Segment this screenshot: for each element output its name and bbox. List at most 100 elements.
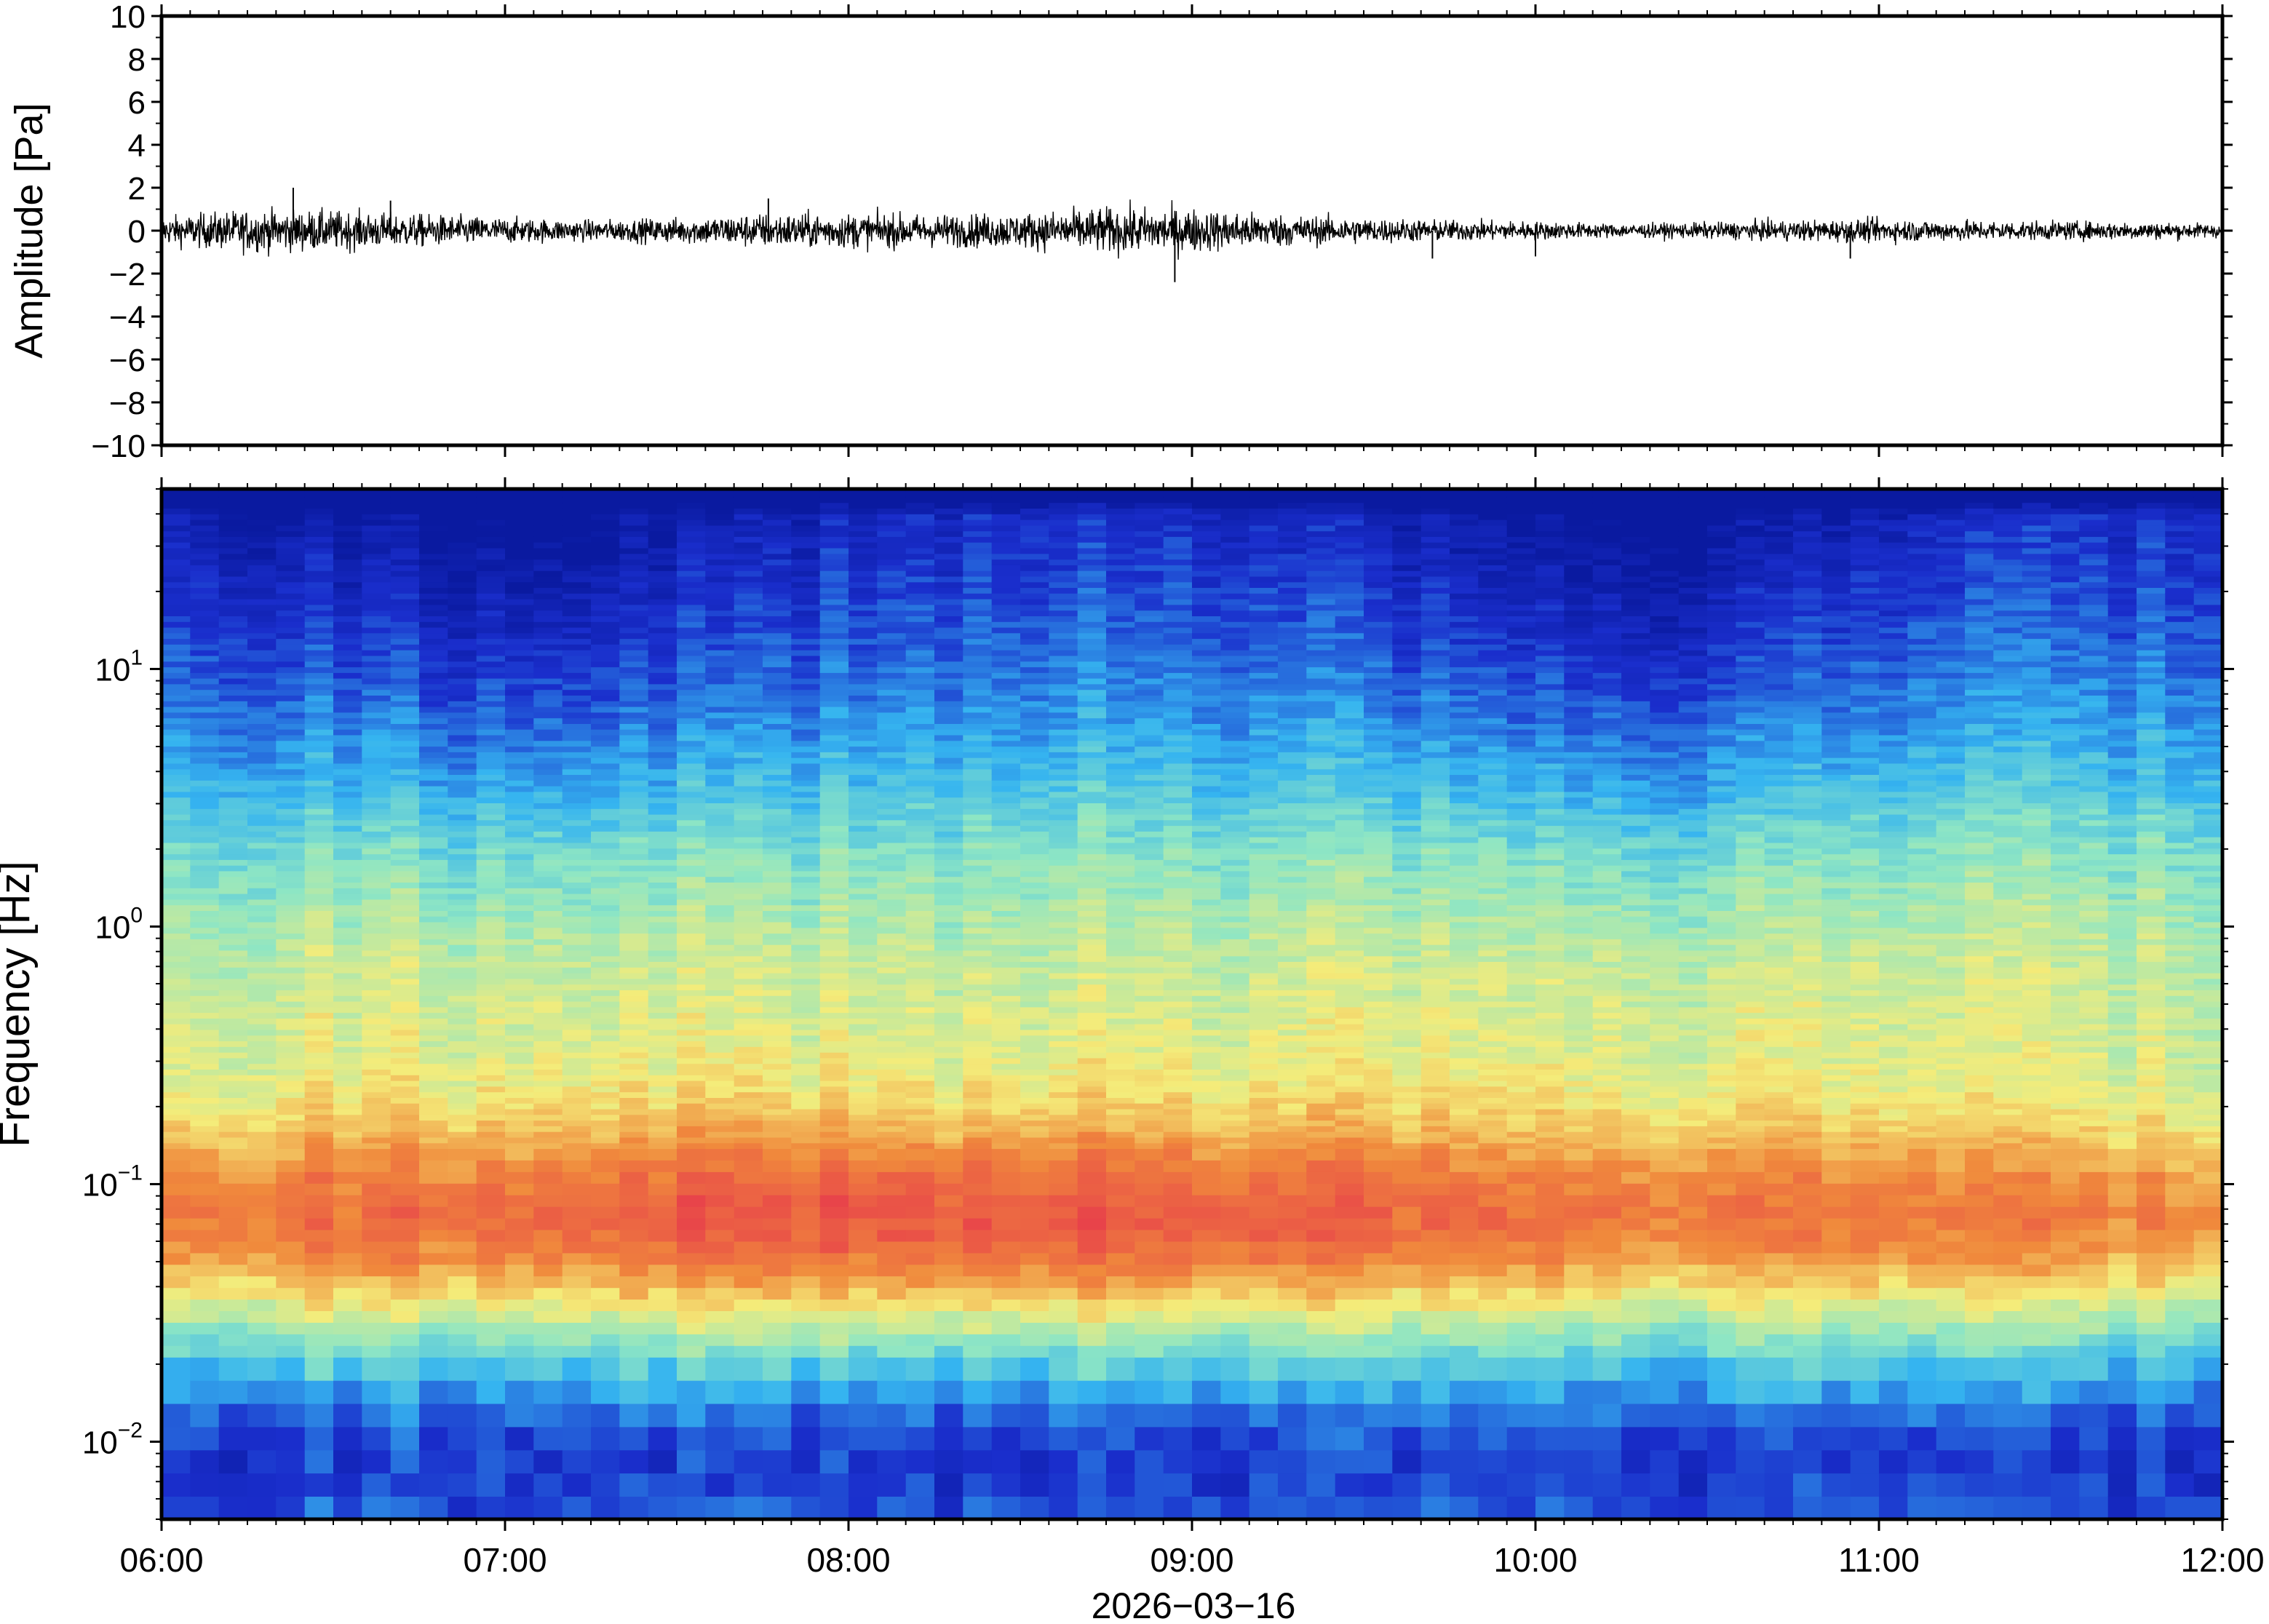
spectrogram-cell xyxy=(247,746,277,752)
spectrogram-cell xyxy=(1049,1069,1078,1075)
spectrogram-cell xyxy=(619,541,649,549)
spectrogram-cell xyxy=(419,921,449,928)
spectrogram-cell xyxy=(648,740,677,747)
spectrogram-cell xyxy=(648,593,677,600)
spectrogram-cell xyxy=(304,1403,334,1428)
spectrogram-cell xyxy=(877,496,907,503)
spectrogram-cell xyxy=(218,559,248,565)
spectrogram-cell xyxy=(218,876,248,883)
spectrogram-cell xyxy=(648,1000,677,1008)
spectrogram-cell xyxy=(562,1046,592,1053)
spectrogram-cell xyxy=(362,689,392,696)
spectrogram-cell xyxy=(963,728,993,736)
spectrogram-cell xyxy=(190,661,220,668)
spectrogram-cell xyxy=(734,1069,763,1075)
spectrogram-cell xyxy=(218,1091,248,1098)
spectrogram-cell xyxy=(934,933,964,939)
spectrogram-cell xyxy=(362,939,392,945)
spectrogram-cell xyxy=(247,853,277,860)
spectrogram-cell xyxy=(533,1097,563,1104)
spectrogram-cell xyxy=(877,1097,907,1104)
spectrogram-cell xyxy=(476,944,506,951)
spectrogram-cell xyxy=(162,701,191,707)
spectrogram-cell xyxy=(390,1035,420,1042)
spectrogram-cell xyxy=(763,728,792,736)
spectrogram-cell xyxy=(877,1252,907,1265)
spectrogram-cell xyxy=(419,576,449,583)
spectrogram-cell xyxy=(476,757,506,764)
spectrogram-cell xyxy=(1020,616,1050,622)
spectrogram-cell xyxy=(247,649,277,656)
spectrogram-cell xyxy=(190,1473,220,1497)
spectrogram-cell xyxy=(190,1217,220,1230)
spectrogram-cell xyxy=(304,1183,334,1195)
spectrogram-cell xyxy=(648,638,677,645)
spectrogram-cell xyxy=(819,978,849,985)
spectrogram-cell xyxy=(763,1063,792,1070)
spectrogram-cell xyxy=(190,1241,220,1254)
spectrogram-cell xyxy=(705,604,735,611)
spectrogram-cell xyxy=(819,644,849,650)
spectrogram-cell xyxy=(505,1120,535,1126)
spectrogram-cell xyxy=(763,1206,792,1219)
spectrogram-cell xyxy=(963,661,993,668)
spectrogram-cell xyxy=(677,915,707,923)
spectrogram-cell xyxy=(705,1120,735,1126)
spectrogram-cell xyxy=(619,944,649,951)
spectrogram-cell xyxy=(276,632,306,640)
spectrogram-cell xyxy=(1020,490,1050,498)
spectrogram-cell xyxy=(419,1287,449,1300)
spectrogram-cell xyxy=(705,882,735,888)
spectrogram-cell xyxy=(476,672,506,679)
spectrogram-cell xyxy=(162,1131,191,1138)
spectrogram-cell xyxy=(1049,1310,1078,1323)
spectrogram-cell xyxy=(1077,1120,1107,1126)
spectrogram-cell xyxy=(276,1040,306,1047)
spectrogram-cell xyxy=(419,536,449,543)
spectrogram-cell xyxy=(763,864,792,872)
spectrogram-cell xyxy=(905,672,935,679)
spectrogram-cell xyxy=(905,915,935,923)
spectrogram-cell xyxy=(276,1126,306,1132)
spectrogram-cell xyxy=(533,1217,563,1230)
spectrogram-cell xyxy=(934,1345,964,1358)
spectrogram-cell xyxy=(991,570,1021,577)
spectrogram-cell xyxy=(247,995,277,1002)
spectrogram-cell xyxy=(362,990,392,996)
spectrogram-cell xyxy=(763,1012,792,1019)
spectrogram-cell xyxy=(304,819,334,827)
spectrogram-cell xyxy=(934,990,964,996)
spectrogram-cell xyxy=(533,1345,563,1358)
spectrogram-cell xyxy=(619,950,649,957)
spectrogram-cell xyxy=(304,1012,334,1019)
spectrogram-cell xyxy=(791,746,821,752)
spectrogram-cell xyxy=(1049,598,1078,605)
spectrogram-cell xyxy=(1077,1252,1107,1265)
spectrogram-cell xyxy=(763,1275,792,1289)
spectrogram-cell xyxy=(648,1195,677,1207)
spectrogram-cell xyxy=(190,1206,220,1219)
spectrogram-cell xyxy=(304,1018,334,1024)
spectrogram-cell xyxy=(677,496,707,503)
spectrogram-cell xyxy=(648,632,677,640)
spectrogram-cell xyxy=(247,553,277,560)
spectrogram-cell xyxy=(849,1275,878,1289)
spectrogram-cell xyxy=(390,1195,420,1207)
spectrogram-cell xyxy=(963,553,993,560)
spectrogram-cell xyxy=(905,1171,935,1184)
spectrogram-cell xyxy=(705,496,735,503)
spectrogram-cell xyxy=(963,978,993,985)
spectrogram-cell xyxy=(934,734,964,741)
spectrogram-cell xyxy=(533,1131,563,1138)
spectrogram-cell xyxy=(819,1120,849,1126)
spectrogram-cell xyxy=(218,1217,248,1230)
spectrogram-cell xyxy=(648,1160,677,1172)
spectrogram-cell xyxy=(648,893,677,900)
spectrogram-cell xyxy=(190,1310,220,1323)
spectrogram-cell xyxy=(677,525,707,532)
spectrogram-cell xyxy=(877,1023,907,1030)
spectrogram-cell xyxy=(877,610,907,616)
spectrogram-cell xyxy=(218,1275,248,1289)
spectrogram-cell xyxy=(218,888,248,894)
spectrogram-cell xyxy=(448,565,477,571)
